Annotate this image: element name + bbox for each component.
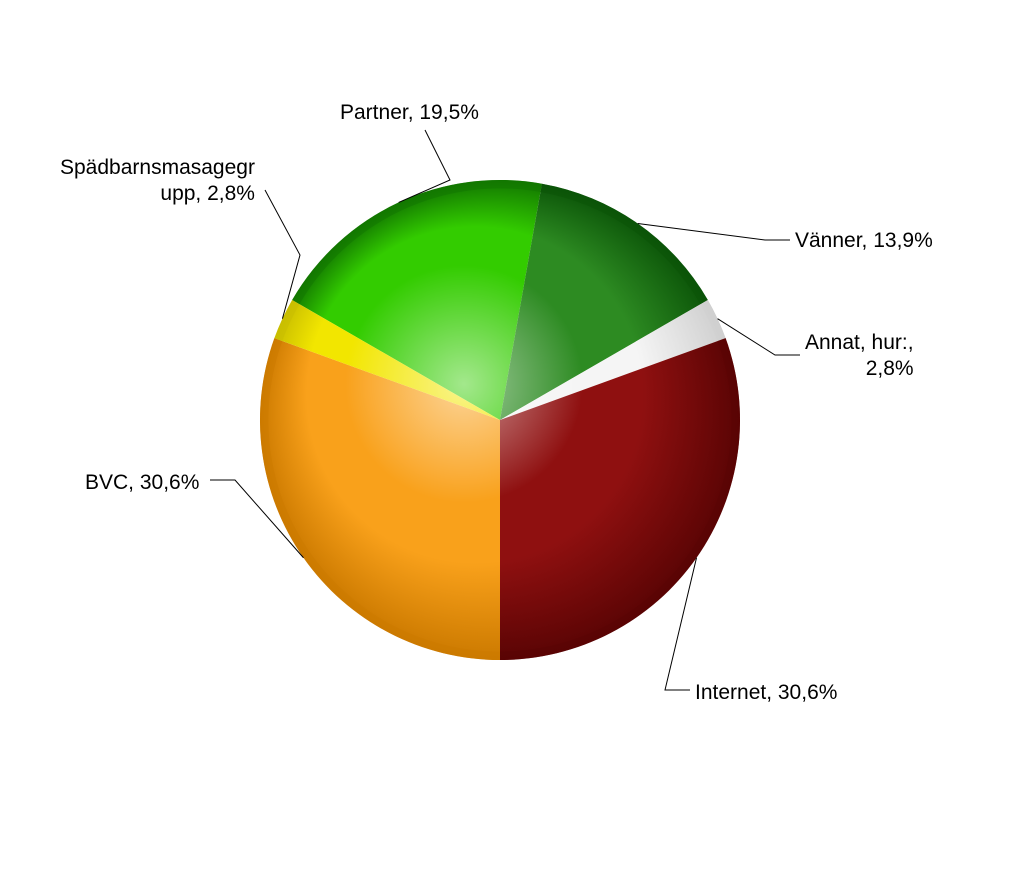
leader-line bbox=[638, 223, 790, 240]
slice-label: Partner, 19,5% bbox=[340, 100, 479, 126]
slice-label: Internet, 30,6% bbox=[695, 680, 837, 706]
pie-chart-svg bbox=[0, 0, 1024, 883]
pie-chart-container: Partner, 19,5% Vänner, 13,9% Annat, hur:,2… bbox=[0, 0, 1024, 883]
slice-label: Annat, hur:,2,8% bbox=[805, 330, 914, 383]
slice-label: BVC, 30,6% bbox=[85, 470, 199, 496]
slice-label: Vänner, 13,9% bbox=[795, 228, 933, 254]
leader-line bbox=[718, 319, 800, 355]
slice-label: Spädbarnsmasagegrupp, 2,8% bbox=[60, 155, 255, 208]
